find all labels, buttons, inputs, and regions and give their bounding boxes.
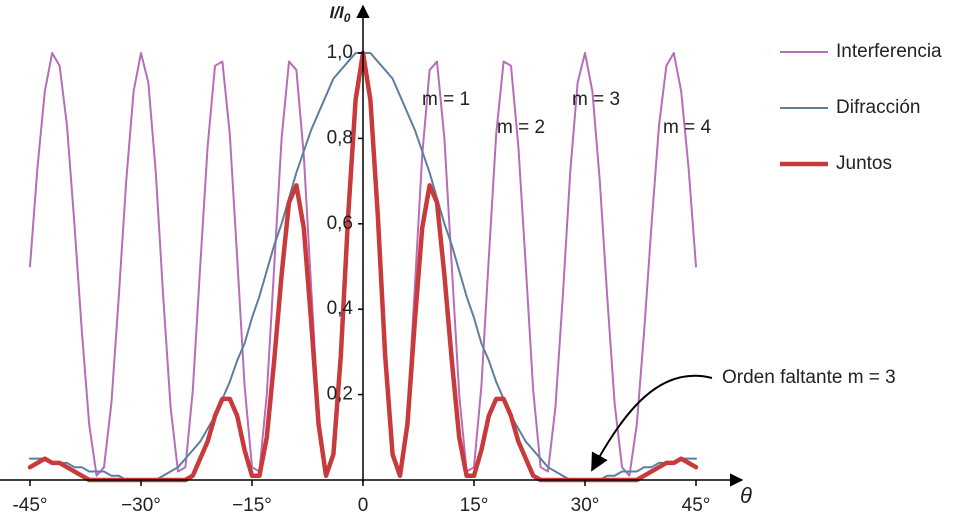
legend-label: Juntos — [836, 153, 892, 174]
annotation: m = 2 — [497, 117, 545, 138]
y-label-subscript: 0 — [344, 11, 351, 25]
y-label-text: I/I — [330, 3, 345, 22]
annotation: Orden faltante m = 3 — [722, 367, 896, 388]
x-tick-label: −30° — [121, 495, 161, 516]
x-tick-label: 30° — [571, 495, 600, 516]
y-tick-label: 0,6 — [327, 213, 353, 234]
x-tick-label: 0 — [358, 495, 369, 516]
x-tick-label: 45° — [682, 495, 711, 516]
y-tick-label: 0,8 — [327, 127, 353, 148]
x-tick-label: −15° — [232, 495, 272, 516]
annotation: m = 3 — [572, 89, 620, 110]
legend-label: Difracción — [836, 97, 920, 118]
x-tick-label: 15° — [460, 495, 489, 516]
annotation: m = 1 — [422, 89, 470, 110]
x-tick-label: -45° — [12, 495, 47, 516]
x-axis-label: θ — [740, 483, 752, 508]
annotation: m = 4 — [663, 117, 711, 138]
y-tick-label: 0,4 — [327, 298, 354, 319]
y-tick-label: 0,2 — [327, 384, 353, 405]
legend-label: Interferencia — [836, 41, 942, 62]
y-axis-label: I/I0 — [330, 3, 351, 25]
annotation-arrow — [591, 374, 713, 472]
y-tick-label: 1,0 — [327, 42, 353, 63]
